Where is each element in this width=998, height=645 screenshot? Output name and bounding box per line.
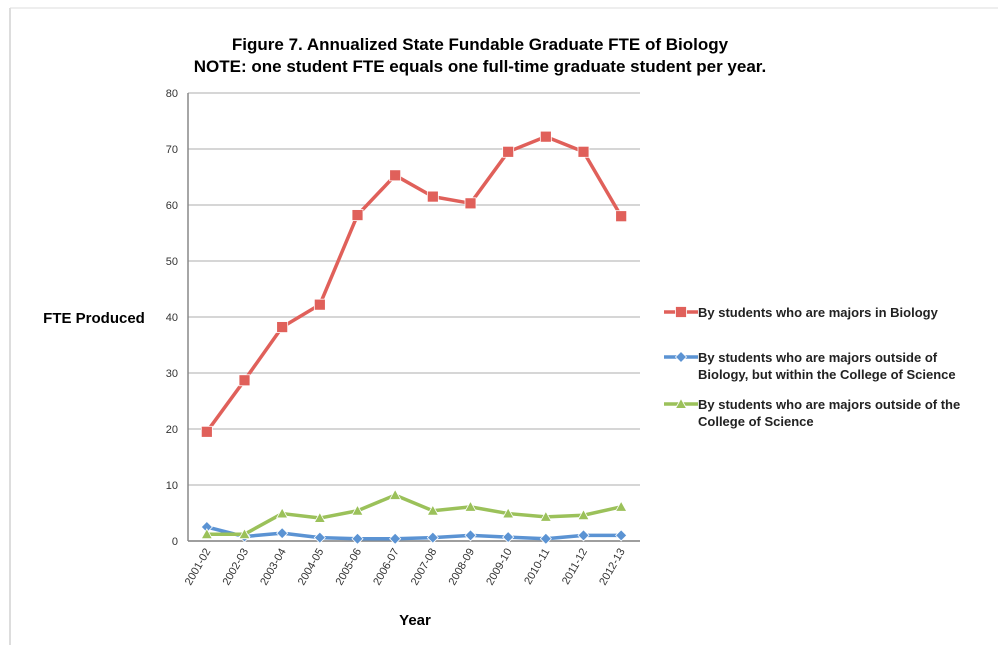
y-tick-label: 70: [166, 144, 178, 156]
marker: [539, 130, 552, 143]
marker: [389, 532, 402, 545]
y-tick-label: 60: [166, 200, 178, 212]
marker: [502, 145, 515, 158]
x-tick-label: 2012-13: [597, 547, 628, 588]
marker: [674, 397, 688, 409]
marker: [577, 529, 590, 542]
y-tick-label: 40: [166, 312, 178, 324]
x-tick-label: 2003-04: [258, 547, 289, 588]
marker: [426, 531, 439, 544]
x-tick-label: 2007-08: [409, 547, 440, 588]
x-tick-label: 2009-10: [484, 547, 515, 588]
marker: [276, 321, 289, 333]
x-tick-label: 2008-09: [447, 547, 478, 588]
chart-title: Figure 7. Annualized State Fundable Grad…: [232, 35, 729, 54]
x-tick-label: 2005-06: [334, 547, 365, 588]
marker: [614, 500, 628, 512]
marker: [464, 529, 477, 542]
x-tick-label: 2011-12: [560, 547, 590, 587]
marker: [577, 145, 590, 158]
x-tick-label: 2004-05: [296, 547, 327, 588]
legend-label: By students who are majors in Biology: [698, 305, 938, 320]
marker: [313, 511, 327, 523]
marker: [539, 532, 552, 545]
marker: [351, 504, 364, 516]
x-tick-label: 2006-07: [371, 547, 402, 588]
y-tick-label: 0: [172, 536, 178, 548]
x-tick-label: 2010-11: [522, 547, 552, 587]
marker: [615, 210, 628, 223]
y-axis-label: FTE Produced: [43, 310, 145, 327]
legend-label: By students who are majors outside of th…: [698, 397, 961, 429]
series-line: [206, 493, 622, 537]
marker: [200, 425, 213, 438]
series-line: [205, 134, 623, 433]
marker: [388, 488, 402, 500]
marker: [675, 306, 687, 318]
marker: [313, 531, 326, 544]
x-tick-label: 2002-03: [221, 547, 252, 588]
x-axis-label: Year: [399, 612, 431, 629]
marker: [501, 507, 515, 519]
chart-subtitle: NOTE: one student FTE equals one full-ti…: [194, 57, 766, 76]
marker: [615, 529, 628, 542]
marker: [464, 500, 477, 512]
y-tick-label: 20: [166, 424, 178, 436]
y-tick-label: 80: [166, 88, 178, 100]
marker: [426, 190, 439, 203]
marker: [238, 527, 251, 540]
marker: [464, 197, 477, 210]
marker: [276, 527, 289, 540]
marker: [275, 507, 289, 519]
marker: [351, 209, 364, 221]
series-line: [206, 525, 622, 541]
marker: [389, 169, 402, 182]
y-tick-label: 10: [166, 480, 178, 492]
marker: [238, 374, 251, 387]
marker: [674, 350, 688, 364]
marker: [426, 504, 440, 516]
marker: [200, 527, 214, 540]
x-tick-label: 2001-02: [183, 547, 214, 588]
y-tick-label: 30: [166, 368, 178, 380]
legend-label: By students who are majors outside of Bi…: [698, 350, 956, 382]
marker: [539, 510, 553, 522]
marker: [502, 531, 515, 544]
marker: [313, 298, 326, 311]
marker: [351, 532, 364, 545]
y-tick-label: 50: [166, 256, 178, 268]
marker: [577, 508, 590, 521]
